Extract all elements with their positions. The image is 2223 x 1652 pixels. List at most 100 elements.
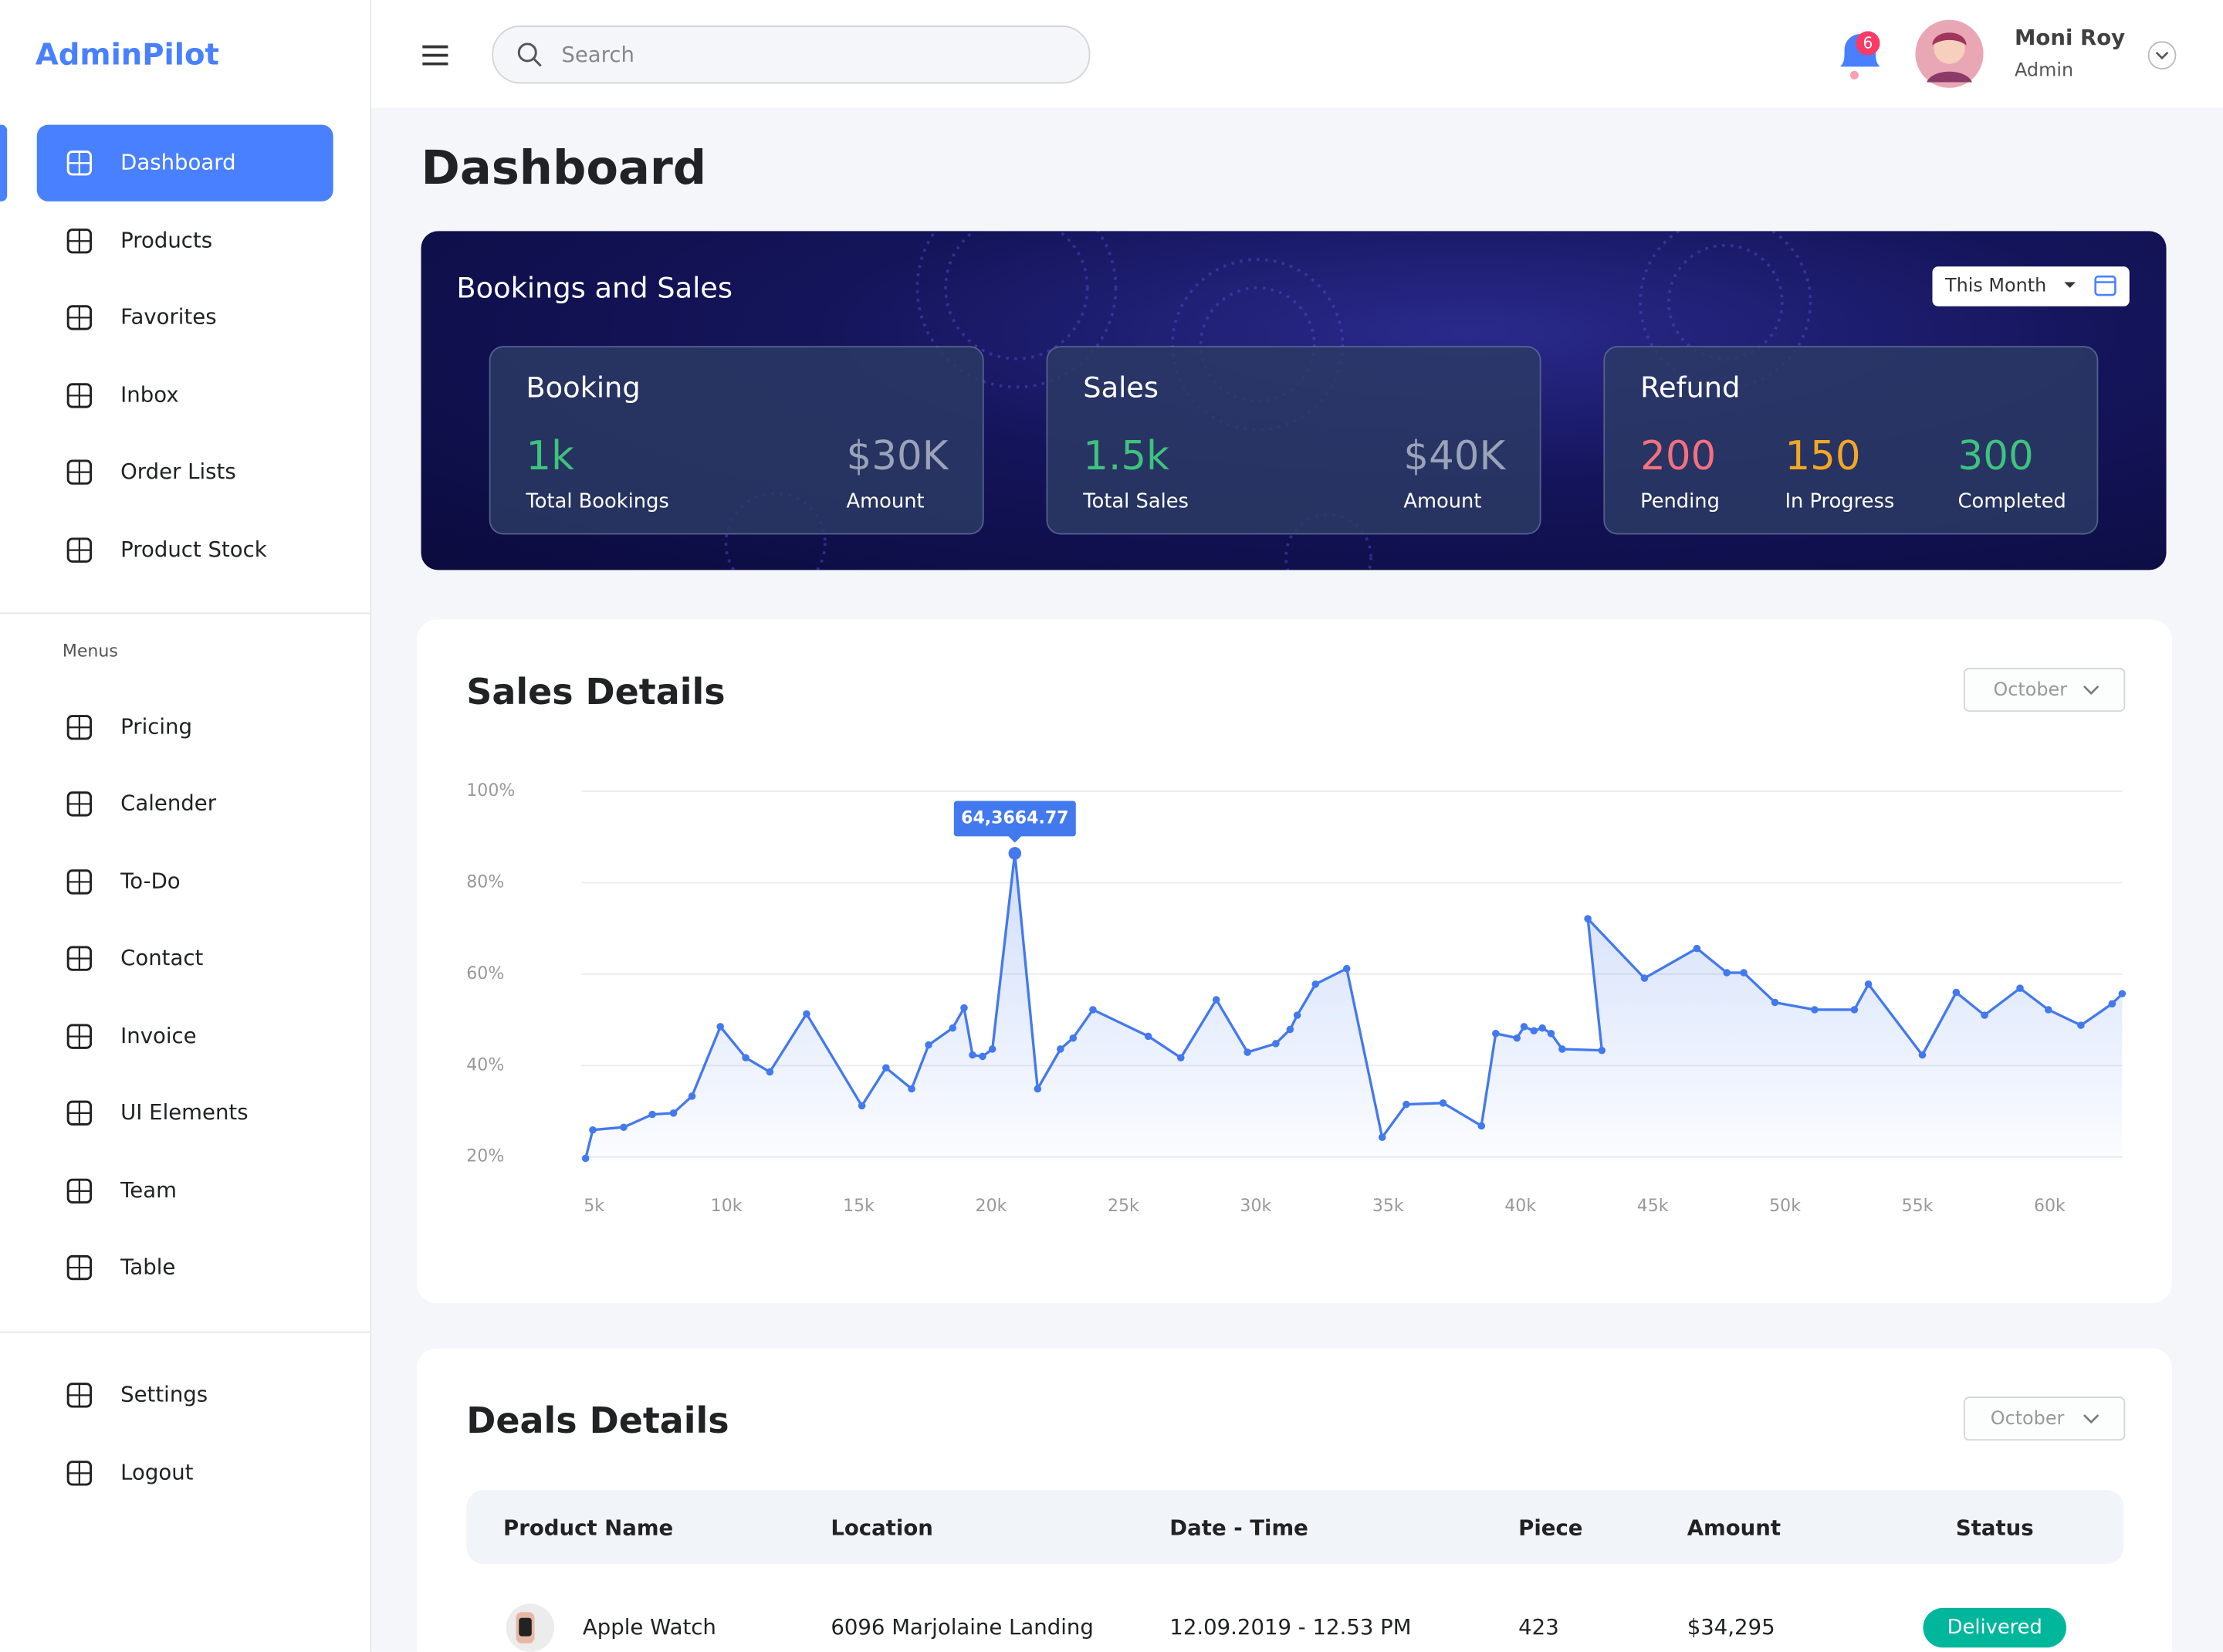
column-header: Location: [831, 1515, 933, 1541]
point: [688, 1092, 696, 1100]
sales-card: Sales Details October: [417, 619, 2172, 1303]
point: [949, 1024, 957, 1032]
x-tick-label: 25k: [1108, 1197, 1139, 1216]
point: [1378, 1133, 1386, 1142]
y-tick-label: 60%: [466, 964, 504, 983]
point: [1144, 1032, 1152, 1041]
user-name: Moni Roy: [2015, 25, 2126, 51]
point: [1538, 1024, 1546, 1032]
point: [969, 1051, 976, 1059]
tooltip-bg: [953, 801, 1076, 837]
nav-section-label: Menus: [62, 641, 118, 661]
point: [1864, 980, 1873, 988]
active-indicator: [0, 124, 8, 201]
point: [589, 1126, 597, 1134]
stat-label: Amount: [846, 490, 925, 513]
point: [1342, 964, 1351, 973]
y-tick-label: 40%: [466, 1055, 504, 1075]
stat-label: Amount: [1403, 490, 1482, 513]
nav-icon: [66, 715, 93, 740]
point: [2016, 984, 2024, 992]
menu-toggle[interactable]: [420, 39, 451, 70]
table-cell: 6096 Marjolaine Landing: [831, 1614, 1094, 1640]
nav-item[interactable]: Products: [120, 227, 213, 253]
nav-item[interactable]: Product Stock: [120, 537, 267, 563]
point: [1558, 1045, 1566, 1053]
table-cell: Apple Watch: [582, 1614, 716, 1640]
stat-value: 1.5k: [1083, 432, 1169, 479]
point: [979, 1052, 986, 1061]
nav-item[interactable]: Invoice: [120, 1023, 197, 1049]
brand[interactable]: AdminPilot: [35, 37, 219, 72]
point: [1952, 988, 1961, 997]
stat-value: 1k: [526, 432, 574, 479]
stat-card-title: Refund: [1640, 370, 1741, 405]
nav-icon: [66, 1178, 93, 1204]
avatar[interactable]: [1915, 19, 1984, 88]
column-header: Date - Time: [1169, 1515, 1308, 1541]
sales-title: Sales Details: [466, 671, 726, 713]
month-filter-label: October: [1993, 679, 2068, 702]
point: [1811, 1006, 1819, 1014]
user-role: Admin: [2015, 60, 2074, 82]
nav-item[interactable]: Order Lists: [120, 459, 236, 485]
status-badge: Delivered: [1923, 1607, 2067, 1648]
point: [766, 1068, 774, 1076]
point: [960, 1004, 968, 1012]
point: [1293, 1011, 1301, 1019]
point: [1492, 1030, 1500, 1038]
nav-item[interactable]: Logout: [120, 1459, 194, 1485]
point: [2077, 1021, 2085, 1029]
nav-item[interactable]: Table: [120, 1254, 176, 1280]
nav-icon: [66, 229, 93, 254]
nav-item[interactable]: Dashboard: [120, 149, 236, 175]
stat-card-title: Booking: [526, 370, 641, 405]
nav-item[interactable]: Calender: [120, 790, 217, 817]
point: [2118, 990, 2127, 998]
point: [1069, 1034, 1078, 1042]
deals-card: Deals Details October Product Name Locati…: [417, 1348, 2172, 1652]
table-header-bg: [466, 1490, 2124, 1564]
month-filter[interactable]: October: [1963, 1396, 2126, 1441]
point: [803, 1010, 810, 1018]
user-menu-toggle[interactable]: [2147, 39, 2177, 70]
point: [669, 1109, 678, 1117]
notification-badge: 6: [1856, 31, 1880, 56]
nav-icon: [66, 1100, 93, 1126]
nav-item[interactable]: Team: [120, 1177, 177, 1203]
nav-icon: [66, 791, 93, 817]
stat-label: Pending: [1640, 490, 1720, 513]
x-tick-label: 40k: [1504, 1197, 1536, 1216]
search-box[interactable]: Search: [492, 25, 1091, 84]
nav-item[interactable]: Inbox: [120, 382, 179, 408]
nav-item[interactable]: Contact: [120, 945, 204, 971]
table-cell: $34,295: [1687, 1614, 1775, 1640]
x-tick-label: 45k: [1637, 1197, 1669, 1216]
nav-icon: [66, 151, 93, 176]
nav-item[interactable]: UI Elements: [120, 1099, 249, 1126]
point: [1584, 915, 1592, 922]
nav-item[interactable]: Pricing: [120, 713, 192, 740]
point: [1981, 1011, 1988, 1019]
month-filter[interactable]: October: [1963, 668, 2126, 713]
tooltip-arrow: [1007, 835, 1022, 843]
point: [648, 1110, 656, 1119]
x-tick-label: 15k: [843, 1197, 875, 1216]
stat-value: 300: [1957, 432, 2034, 479]
x-tick-label: 60k: [2034, 1197, 2066, 1216]
tooltip-text: 64,3664.77: [961, 808, 1068, 828]
column-header: Product Name: [503, 1515, 674, 1541]
nav-item[interactable]: To-Do: [120, 868, 181, 895]
table-cell: 423: [1518, 1614, 1559, 1640]
nav-item[interactable]: Settings: [120, 1381, 208, 1407]
peak-point: [1008, 847, 1022, 860]
point: [1477, 1122, 1486, 1130]
sales-chart: 20% 40% 60% 80% 100% 5k 10k 15k 20k 25k 30k 35k 40k 4…: [466, 781, 2127, 1216]
point: [1243, 1048, 1251, 1056]
nav-item[interactable]: Favorites: [120, 303, 217, 330]
point: [858, 1102, 866, 1110]
decor: [724, 231, 1812, 570]
period-dropdown[interactable]: This Month: [1932, 266, 2130, 306]
nav-icon: [66, 305, 93, 330]
stat-value: $40K: [1403, 432, 1506, 479]
